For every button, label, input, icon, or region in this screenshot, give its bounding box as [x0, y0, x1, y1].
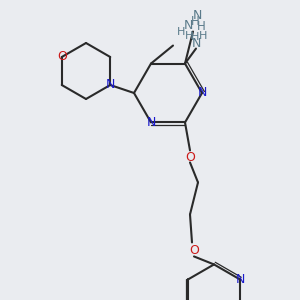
- Text: N: N: [192, 9, 202, 22]
- Text: N: N: [106, 79, 115, 92]
- Text: H: H: [185, 31, 193, 40]
- Text: H: H: [196, 20, 206, 33]
- Text: N: N: [197, 86, 207, 100]
- Text: N: N: [183, 19, 193, 32]
- Text: N: N: [191, 37, 201, 50]
- Text: N: N: [146, 116, 156, 129]
- Text: H: H: [190, 15, 200, 28]
- Text: O: O: [57, 50, 67, 64]
- Text: N: N: [235, 273, 245, 286]
- Text: H: H: [191, 32, 199, 42]
- Text: H: H: [177, 27, 185, 37]
- Text: O: O: [185, 151, 195, 164]
- Text: O: O: [189, 244, 199, 257]
- Text: H: H: [199, 31, 207, 40]
